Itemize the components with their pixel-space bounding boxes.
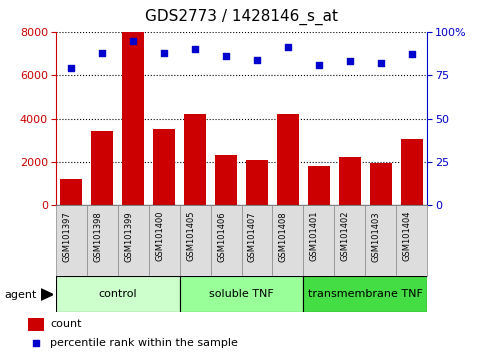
- Bar: [184, 114, 206, 205]
- Text: GSM101406: GSM101406: [217, 211, 226, 262]
- Point: [160, 50, 168, 56]
- FancyBboxPatch shape: [86, 205, 117, 276]
- Text: percentile rank within the sample: percentile rank within the sample: [50, 338, 238, 348]
- Text: GSM101403: GSM101403: [372, 211, 381, 262]
- Text: control: control: [98, 289, 137, 299]
- Point: [346, 58, 354, 64]
- Point: [377, 60, 385, 66]
- Point: [253, 57, 261, 62]
- Text: GSM101397: GSM101397: [62, 211, 71, 262]
- Bar: [339, 156, 361, 205]
- Bar: [215, 155, 237, 205]
- Point: [408, 52, 416, 57]
- Text: GSM101404: GSM101404: [403, 211, 412, 262]
- Bar: [370, 163, 392, 205]
- Point: [222, 53, 230, 59]
- FancyBboxPatch shape: [56, 205, 86, 276]
- Point: [191, 46, 199, 52]
- Bar: [60, 179, 82, 205]
- Text: GSM101399: GSM101399: [124, 211, 133, 262]
- Bar: [401, 139, 423, 205]
- FancyBboxPatch shape: [303, 205, 334, 276]
- FancyBboxPatch shape: [334, 205, 366, 276]
- Text: agent: agent: [5, 290, 37, 299]
- Point: [129, 38, 137, 44]
- Text: GSM101401: GSM101401: [310, 211, 319, 262]
- Text: GSM101408: GSM101408: [279, 211, 288, 262]
- Point: [284, 45, 292, 50]
- Text: GSM101402: GSM101402: [341, 211, 350, 262]
- Text: transmembrane TNF: transmembrane TNF: [308, 289, 423, 299]
- FancyBboxPatch shape: [211, 205, 242, 276]
- Bar: [28, 318, 44, 331]
- FancyBboxPatch shape: [242, 205, 272, 276]
- Bar: [308, 166, 330, 205]
- Bar: [56, 276, 180, 312]
- Text: count: count: [50, 319, 82, 329]
- Text: GSM101405: GSM101405: [186, 211, 195, 262]
- FancyBboxPatch shape: [272, 205, 303, 276]
- FancyBboxPatch shape: [149, 205, 180, 276]
- Bar: [91, 131, 113, 205]
- FancyBboxPatch shape: [397, 205, 427, 276]
- FancyBboxPatch shape: [117, 205, 149, 276]
- Text: soluble TNF: soluble TNF: [209, 289, 274, 299]
- Text: GSM101400: GSM101400: [155, 211, 164, 262]
- Bar: [122, 32, 144, 205]
- Point: [98, 50, 106, 56]
- Text: GSM101398: GSM101398: [93, 211, 102, 262]
- Point: [67, 65, 75, 71]
- Text: GDS2773 / 1428146_s_at: GDS2773 / 1428146_s_at: [145, 9, 338, 25]
- Text: GSM101407: GSM101407: [248, 211, 257, 262]
- FancyBboxPatch shape: [180, 205, 211, 276]
- Bar: [277, 114, 299, 205]
- Bar: [180, 276, 303, 312]
- Bar: [246, 160, 268, 205]
- Bar: [303, 276, 427, 312]
- Point: [315, 62, 323, 68]
- FancyBboxPatch shape: [366, 205, 397, 276]
- Point: [32, 340, 40, 346]
- Bar: [153, 130, 175, 205]
- Polygon shape: [41, 289, 53, 300]
